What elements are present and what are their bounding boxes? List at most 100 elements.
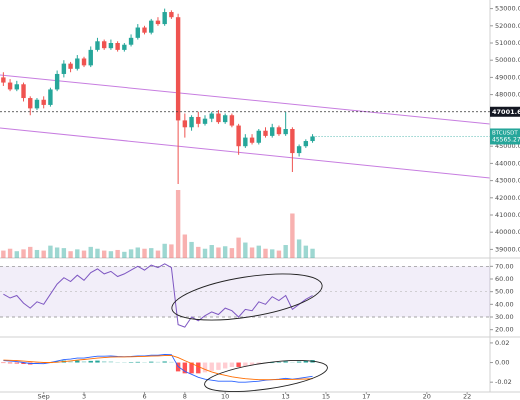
y-tick-label: 50.00	[495, 288, 514, 296]
volume-bar	[229, 248, 235, 258]
histogram-bar	[68, 360, 73, 363]
volume-bar	[263, 248, 268, 258]
candle-body	[236, 125, 241, 147]
candle-body	[290, 129, 295, 154]
volume-bar	[135, 247, 140, 258]
candle-body	[169, 12, 174, 18]
histogram-bar	[276, 362, 282, 363]
volume-bar	[95, 248, 100, 258]
candle-body	[155, 20, 161, 25]
histogram-bar	[135, 361, 140, 363]
histogram-bar	[7, 362, 13, 364]
candle-body	[283, 129, 288, 135]
histogram-bar	[196, 362, 201, 374]
y-tick-label: 30.00	[495, 313, 514, 321]
histogram-bar	[108, 361, 114, 363]
candle-body	[128, 37, 134, 45]
x-tick-label: 20	[423, 393, 431, 400]
volume-bar	[7, 248, 13, 258]
histogram-bar	[115, 362, 120, 363]
volume-bar	[256, 245, 261, 258]
y-tick-label: 49000.00	[495, 73, 520, 81]
candle-body	[7, 82, 13, 90]
candle-body	[41, 99, 46, 105]
volume-bar	[162, 243, 167, 258]
y-tick-label: 39000.00	[495, 245, 520, 253]
volume-bar	[34, 249, 40, 258]
y-tick-label: 40.00	[495, 300, 514, 308]
histogram-bar	[162, 361, 167, 363]
candle-body	[310, 136, 315, 142]
rsi-annotation-ellipse	[171, 273, 323, 321]
volume-bar	[122, 251, 127, 258]
volume-bar	[209, 245, 214, 258]
volume-bar	[88, 246, 93, 258]
candle-body	[95, 41, 100, 50]
histogram-bar	[122, 362, 127, 363]
volume-bar	[222, 246, 228, 258]
candle-body	[108, 43, 114, 49]
y-tick-label: 0.02	[495, 339, 509, 347]
y-tick-label: 60.00	[495, 275, 514, 283]
histogram-bar	[303, 360, 309, 363]
y-tick-label: 41000.00	[495, 211, 520, 219]
histogram-bar	[95, 360, 100, 363]
y-tick-label: 50000.00	[495, 56, 520, 64]
histogram-bar	[149, 361, 154, 363]
histogram-bar	[290, 362, 295, 363]
volume-bar	[1, 250, 6, 258]
x-tick-label: 13	[282, 393, 290, 400]
volume-bar	[54, 247, 60, 258]
signal-line	[3, 354, 313, 381]
candle-body	[216, 113, 221, 123]
candle-body	[202, 118, 208, 124]
volume-bar	[243, 242, 248, 258]
candle-body	[229, 115, 235, 126]
x-tick-label: 8	[183, 393, 187, 400]
histogram-bar	[249, 362, 255, 365]
histogram-bar	[216, 362, 221, 370]
y-tick-label: 44000.00	[495, 159, 520, 167]
volume-bar	[216, 247, 221, 258]
histogram-bar	[81, 361, 87, 363]
x-tick-label: 17	[362, 393, 370, 400]
candle-body	[21, 84, 26, 99]
macd-annotation-ellipse	[204, 360, 328, 392]
volume-bar	[41, 250, 46, 258]
candle-body	[61, 63, 67, 74]
volume-bar	[61, 248, 67, 258]
volume-bar	[81, 250, 87, 258]
volume-bar	[28, 246, 33, 258]
histogram-bar	[41, 362, 46, 364]
y-tick-label: 40000.00	[495, 228, 520, 236]
histogram-bar	[101, 361, 107, 363]
volume-bar	[48, 245, 53, 258]
level-label: 47001.65	[492, 108, 520, 116]
y-tick-label: 20.00	[495, 326, 514, 334]
candle-body	[209, 113, 214, 119]
volume-bar	[128, 249, 134, 258]
volume-bar	[270, 249, 275, 258]
volume-bar	[149, 248, 154, 258]
candle-body	[243, 137, 248, 147]
candle-body	[149, 20, 154, 33]
histogram-bar	[256, 362, 261, 365]
histogram-bar	[14, 362, 20, 364]
volume-bar	[108, 251, 114, 258]
candle-body	[256, 130, 261, 143]
last-price-label: 45565.27	[492, 136, 520, 143]
volume-bar	[21, 249, 26, 258]
histogram-bar	[236, 362, 241, 367]
volume-bar	[196, 246, 201, 258]
candle-body	[270, 127, 275, 136]
candle-body	[296, 146, 302, 154]
x-tick-label: Sep	[38, 393, 50, 400]
histogram-bar	[243, 362, 248, 366]
histogram-bar	[142, 362, 147, 363]
candle-body	[1, 77, 6, 83]
histogram-bar	[169, 361, 174, 363]
level-label-box	[490, 106, 520, 117]
histogram-bar	[128, 362, 134, 363]
histogram-bar	[75, 360, 80, 363]
